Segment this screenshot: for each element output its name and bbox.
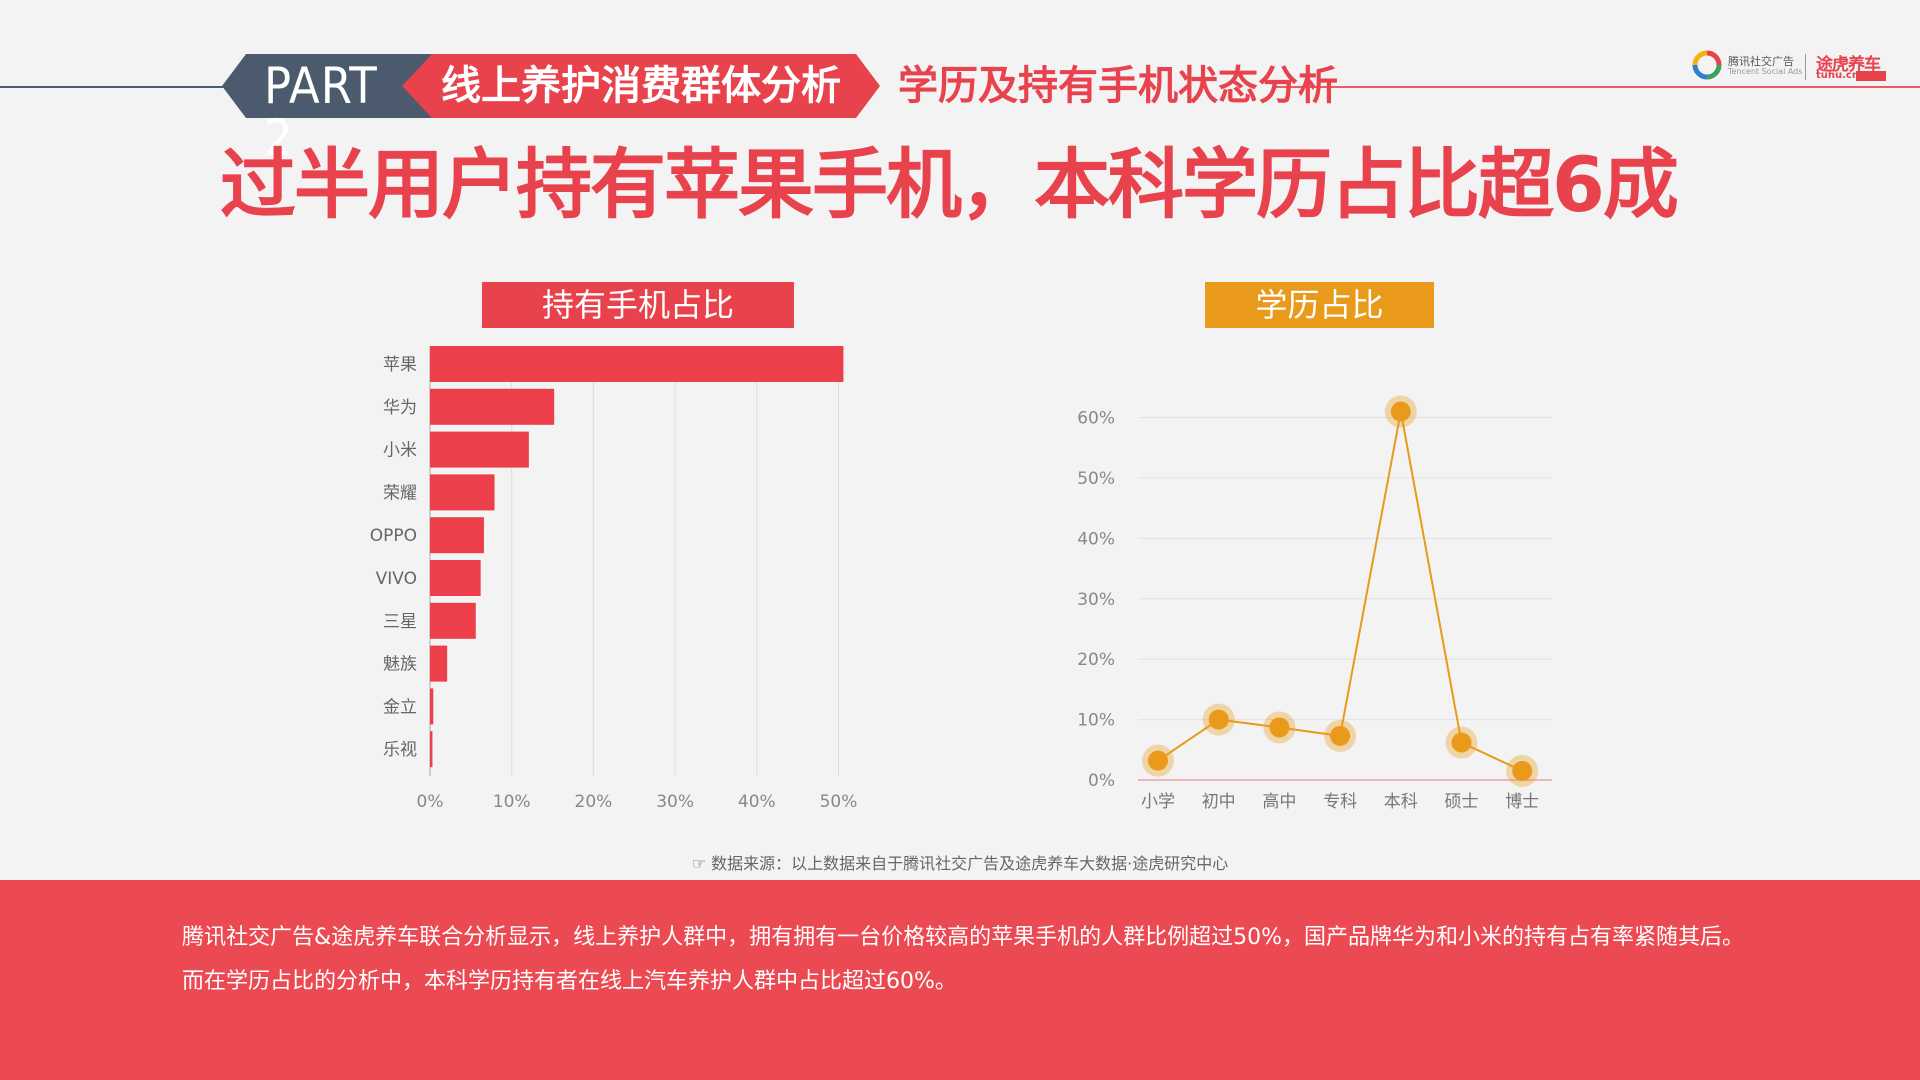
source-note: ☞ 数据来源：以上数据来自于腾讯社交广告及途虎养车大数据·途虎研究中心	[0, 850, 1920, 874]
education-x-category-label: 小学	[1141, 792, 1175, 812]
tencent-ring-icon	[1692, 50, 1722, 80]
phone-category-label: 苹果	[383, 355, 417, 375]
phone-x-tick-label: 20%	[575, 792, 613, 812]
education-y-tick-label: 20%	[1077, 650, 1115, 670]
education-point	[1208, 709, 1229, 730]
education-x-category-label: 博士	[1505, 792, 1539, 812]
education-point	[1148, 750, 1168, 771]
pointing-hand-icon: ☞	[691, 854, 707, 873]
phone-bar	[430, 474, 495, 511]
tencent-social-ads-logo: 腾讯社交广告 Tencent Social Ads	[1692, 50, 1802, 84]
phone-bar	[430, 602, 476, 639]
education-y-tick-label: 40%	[1077, 529, 1115, 549]
education-y-tick-label: 30%	[1077, 590, 1115, 610]
phone-bar	[430, 560, 481, 596]
phone-category-label: 荣耀	[383, 483, 417, 503]
section-banner-shape	[402, 54, 880, 118]
phone-x-tick-label: 10%	[493, 792, 531, 812]
education-point	[1269, 717, 1290, 738]
tencent-logo-name: 腾讯社交广告	[1728, 55, 1794, 68]
education-y-tick-label: 50%	[1077, 469, 1115, 489]
phone-x-tick-label: 30%	[656, 792, 694, 812]
education-x-category-label: 专科	[1323, 792, 1357, 812]
logo-divider	[1805, 54, 1806, 80]
phone-bar	[430, 388, 555, 425]
phone-category-label: 魅族	[383, 655, 417, 675]
tuhu-logo-name: 途虎养车	[1816, 55, 1881, 75]
tuhu-logo: 途虎养车 tuhu.cn	[1816, 50, 1890, 84]
phone-category-label: 小米	[383, 441, 417, 461]
summary-panel: 腾讯社交广告&途虎养车联合分析显示，线上养护人群中，拥有拥有一台价格较高的苹果手…	[0, 880, 1920, 1080]
part-banner-shape	[222, 54, 434, 118]
summary-line-1: 腾讯社交广告&途虎养车联合分析显示，线上养护人群中，拥有拥有一台价格较高的苹果手…	[182, 925, 1745, 950]
tuhu-logo-url: tuhu.cn	[1816, 70, 1859, 81]
header-rule-left	[0, 86, 240, 88]
header-rule-right	[1275, 86, 1920, 88]
education-y-tick-label: 10%	[1077, 711, 1115, 731]
education-y-tick-label: 60%	[1077, 409, 1115, 429]
education-point	[1451, 732, 1472, 753]
phone-chart-title: 持有手机占比	[482, 282, 794, 328]
part-label: PART 2	[264, 57, 378, 167]
education-x-category-label: 高中	[1262, 792, 1296, 812]
education-point	[1330, 725, 1351, 746]
phone-x-tick-label: 0%	[417, 792, 444, 812]
education-x-category-label: 初中	[1202, 792, 1236, 812]
education-y-tick-label: 0%	[1088, 771, 1115, 791]
education-point	[1512, 760, 1533, 781]
subsection-label: 学历及持有手机状态分析	[898, 63, 1338, 109]
summary-text: 腾讯社交广告&途虎养车联合分析显示，线上养护人群中，拥有拥有一台价格较高的苹果手…	[182, 916, 1782, 1004]
phone-category-label: 三星	[383, 612, 417, 632]
section-banner: 线上养护消费群体分析	[402, 54, 880, 118]
tuhu-logo-tag	[1856, 71, 1886, 81]
education-x-category-label: 硕士	[1445, 792, 1479, 812]
phone-bar	[430, 688, 434, 725]
part-banner: PART 2	[222, 54, 434, 167]
phone-bar	[430, 645, 448, 682]
page-title: 过半用户持有苹果手机，本科学历占比超6成	[220, 140, 1679, 229]
phone-bar	[430, 346, 844, 382]
education-point	[1390, 401, 1411, 422]
phone-category-label: 华为	[383, 398, 417, 418]
phone-category-label: OPPO	[370, 526, 417, 546]
phone-bar	[430, 517, 484, 554]
phone-bar	[430, 431, 529, 468]
summary-line-2: 而在学历占比的分析中，本科学历持有者在线上汽车养护人群中占比超过60%。	[182, 969, 957, 994]
phone-bar	[430, 731, 433, 768]
phone-category-label: VIVO	[376, 569, 417, 589]
education-chart-title: 学历占比	[1205, 282, 1434, 328]
phone-category-label: 金立	[383, 697, 417, 717]
education-x-category-label: 本科	[1384, 792, 1418, 812]
phone-category-label: 乐视	[383, 740, 417, 760]
source-note-text: 数据来源：以上数据来自于腾讯社交广告及途虎养车大数据·途虎研究中心	[711, 854, 1229, 873]
phone-x-tick-label: 50%	[820, 792, 858, 812]
tencent-logo-en: Tencent Social Ads	[1728, 67, 1803, 76]
phone-x-tick-label: 40%	[738, 792, 776, 812]
section-label: 线上养护消费群体分析	[441, 63, 841, 109]
